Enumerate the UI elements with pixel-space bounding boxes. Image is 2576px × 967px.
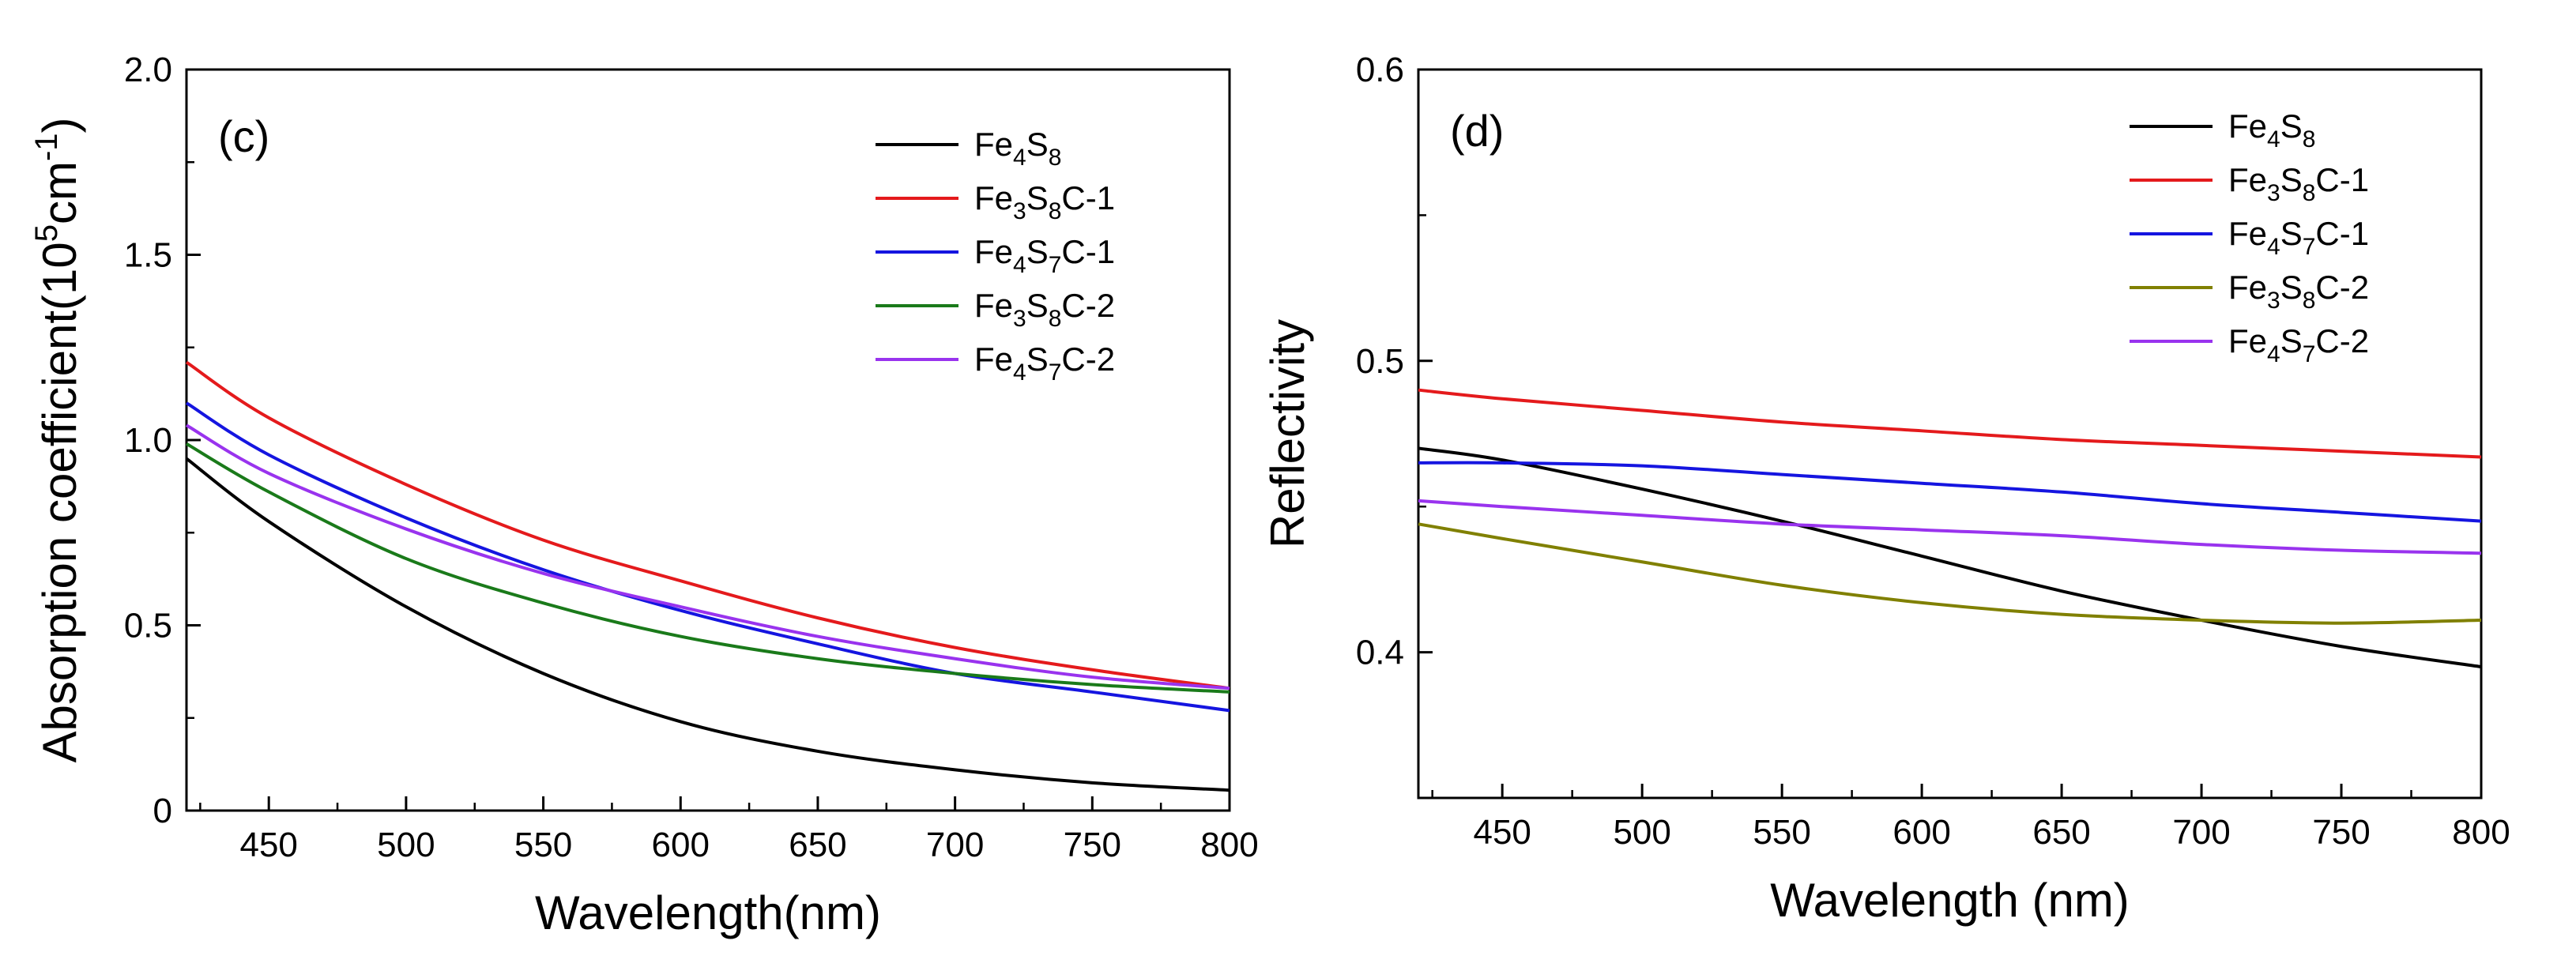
x-tick-label: 800: [2452, 813, 2510, 852]
y-tick-label: 1.0: [124, 421, 172, 460]
legend-label: Fe4S7C-2: [974, 341, 1115, 386]
panel-label: (d): [1450, 106, 1504, 156]
plot-frame: [1417, 68, 2483, 800]
y-axis-label: Reflectivity: [1261, 319, 1314, 548]
y-axis-label: Absorption coefficient(105cm-1): [29, 117, 86, 762]
legend-label: Fe4S7C-1: [974, 233, 1115, 278]
series-line-fe3s8c-1: [185, 360, 1230, 690]
series-line-fe4s7c-1: [185, 401, 1230, 713]
x-tick-label: 650: [2032, 813, 2090, 852]
legend-label: Fe3S8C-2: [2228, 269, 2369, 314]
panel-label: (c): [218, 111, 269, 161]
series-line-fe4s8: [185, 457, 1230, 792]
y-tick-label: 2.0: [124, 51, 172, 89]
x-tick-label: 650: [789, 826, 846, 864]
y-tick-label: 0.4: [1356, 634, 1404, 672]
x-tick-label: 750: [1064, 826, 1121, 864]
x-tick-label: 500: [377, 826, 435, 864]
x-tick-label: 550: [514, 826, 572, 864]
legend-label: Fe3S8C-1: [2228, 161, 2369, 206]
x-tick-label: 750: [2312, 813, 2370, 852]
x-tick-label: 550: [1753, 813, 1810, 852]
x-tick-label: 600: [652, 826, 710, 864]
legend-label: Fe4S7C-1: [2228, 215, 2369, 260]
y-tick-label: 0.6: [1356, 51, 1404, 89]
y-tick-label: 0: [153, 792, 172, 830]
series-line-fe4s7c-2: [1418, 499, 2482, 555]
series-line-fe4s7c-1: [1418, 461, 2482, 523]
x-tick-label: 450: [1473, 813, 1531, 852]
series-line-fe4s7c-2: [185, 423, 1230, 690]
x-tick-label: 700: [926, 826, 984, 864]
x-tick-label: 500: [1613, 813, 1670, 852]
x-tick-label: 700: [2172, 813, 2230, 852]
x-tick-label: 600: [1892, 813, 1950, 852]
y-tick-label: 0.5: [1356, 342, 1404, 381]
x-axis-label: Wavelength(nm): [535, 886, 881, 939]
x-axis-label: Wavelength (nm): [1770, 874, 2130, 927]
chart-panel-c: 450 500 550 600 650 700 750 800 0 0.5 1.0 1.5 2.0 Fe4…: [29, 51, 1259, 939]
x-tick-label: 450: [239, 826, 297, 864]
legend-label: Fe3S8C-2: [974, 287, 1115, 332]
legend-label: Fe4S8: [2228, 107, 2315, 152]
y-tick-label: 1.5: [124, 236, 172, 275]
y-tick-label: 0.5: [124, 607, 172, 645]
legend-label: Fe4S8: [974, 126, 1061, 171]
legend-label: Fe4S7C-2: [2228, 322, 2369, 367]
x-tick-label: 800: [1200, 826, 1258, 864]
series-line-fe3s8c-1: [1418, 388, 2482, 459]
series-line-fe3s8c-2: [185, 442, 1230, 694]
chart-panel-d: 450 500 550 600 650 700 750 800 0.4 0.5 0.6 Fe4S8 Fe…: [1261, 51, 2510, 927]
legend-label: Fe3S8C-1: [974, 179, 1115, 224]
series-line-fe4s8: [1418, 446, 2482, 669]
series-line-fe3s8c-2: [1418, 522, 2482, 625]
